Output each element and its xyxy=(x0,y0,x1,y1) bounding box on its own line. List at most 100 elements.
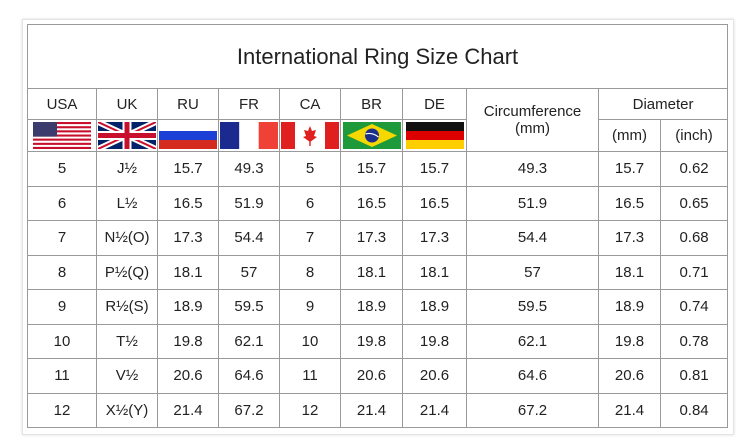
table-row: 5 J½ 15.7 49.3 5 15.7 15.7 49.3 15.7 0.62 xyxy=(27,151,729,187)
brazil-flag-icon xyxy=(342,122,401,149)
cell-br: 19.8 xyxy=(340,323,403,359)
france-flag-cell xyxy=(218,119,280,152)
us-flag-icon xyxy=(33,122,91,149)
cell-diameter-mm: 18.9 xyxy=(598,289,661,325)
cell-ca: 11 xyxy=(279,358,341,394)
table-row: 8 P½(Q) 18.1 57 8 18.1 18.1 57 18.1 0.71 xyxy=(27,254,729,290)
header-diameter: Diameter xyxy=(597,88,729,120)
cell-uk: T½ xyxy=(96,323,158,359)
cell-br: 20.6 xyxy=(340,358,403,394)
cell-usa: 6 xyxy=(27,185,97,221)
cell-ru: 17.3 xyxy=(157,220,219,256)
cell-diameter-inch: 0.74 xyxy=(659,289,729,325)
cell-usa: 10 xyxy=(27,323,97,359)
header-ru: RU xyxy=(157,88,219,120)
cell-uk: R½(S) xyxy=(96,289,158,325)
cell-diameter-mm: 18.1 xyxy=(598,254,661,290)
cell-fr: 62.1 xyxy=(218,323,280,359)
russia-flag-cell xyxy=(157,119,219,152)
header-diameter-mm: (mm) xyxy=(598,119,661,152)
cell-diameter-mm: 19.8 xyxy=(598,323,661,359)
cell-diameter-inch: 0.71 xyxy=(659,254,729,290)
table-row: 7 N½(O) 17.3 54.4 7 17.3 17.3 54.4 17.3 0.68 xyxy=(27,220,729,256)
cell-de: 20.6 xyxy=(402,358,467,394)
cell-fr: 67.2 xyxy=(218,392,280,428)
cell-ru: 20.6 xyxy=(157,358,219,394)
cell-ca: 10 xyxy=(279,323,341,359)
cell-ca: 7 xyxy=(279,220,341,256)
cell-diameter-inch: 0.62 xyxy=(659,151,729,187)
germany-flag-cell xyxy=(402,119,467,152)
table-row: 11 V½ 20.6 64.6 11 20.6 20.6 64.6 20.6 0.81 xyxy=(27,358,729,394)
cell-br: 17.3 xyxy=(340,220,403,256)
table-row: 9 R½(S) 18.9 59.5 9 18.9 18.9 59.5 18.9 0.74 xyxy=(27,289,729,325)
circumference-unit: (mm) xyxy=(515,120,550,137)
cell-ca: 12 xyxy=(279,392,341,428)
cell-uk: X½(Y) xyxy=(96,392,158,428)
chart-title: International Ring Size Chart xyxy=(26,24,729,89)
cell-de: 15.7 xyxy=(402,151,467,187)
cell-fr: 49.3 xyxy=(218,151,280,187)
cell-ru: 16.5 xyxy=(157,185,219,221)
header-usa: USA xyxy=(27,88,97,120)
ring-size-table: International Ring Size Chart USA UK RU … xyxy=(26,24,729,428)
cell-br: 15.7 xyxy=(340,151,403,187)
uk-flag-icon xyxy=(98,122,156,149)
chart-frame xyxy=(22,19,734,435)
cell-diameter-inch: 0.68 xyxy=(659,220,729,256)
germany-flag-icon xyxy=(405,122,464,149)
cell-de: 19.8 xyxy=(402,323,467,359)
header-fr: FR xyxy=(218,88,280,120)
cell-de: 18.1 xyxy=(402,254,467,290)
cell-circumference-mm: 57 xyxy=(466,254,599,290)
cell-de: 16.5 xyxy=(402,185,467,221)
cell-ru: 21.4 xyxy=(157,392,219,428)
cell-ru: 15.7 xyxy=(157,151,219,187)
cell-br: 16.5 xyxy=(340,185,403,221)
circumference-label: Circumference xyxy=(483,103,582,120)
table-row: 10 T½ 19.8 62.1 10 19.8 19.8 62.1 19.8 0.78 xyxy=(27,323,729,359)
cell-usa: 8 xyxy=(27,254,97,290)
cell-br: 18.9 xyxy=(340,289,403,325)
cell-diameter-mm: 15.7 xyxy=(598,151,661,187)
cell-diameter-inch: 0.78 xyxy=(659,323,729,359)
header-diameter-inch: (inch) xyxy=(659,119,729,152)
cell-fr: 57 xyxy=(218,254,280,290)
canada-flag-icon xyxy=(281,122,339,149)
header-br: BR xyxy=(340,88,403,120)
cell-uk: V½ xyxy=(96,358,158,394)
cell-circumference-mm: 54.4 xyxy=(466,220,599,256)
header-ca: CA xyxy=(279,88,341,120)
cell-usa: 9 xyxy=(27,289,97,325)
cell-uk: P½(Q) xyxy=(96,254,158,290)
cell-br: 21.4 xyxy=(340,392,403,428)
cell-usa: 11 xyxy=(27,358,97,394)
cell-circumference-mm: 59.5 xyxy=(466,289,599,325)
cell-circumference-mm: 67.2 xyxy=(466,392,599,428)
cell-uk: N½(O) xyxy=(96,220,158,256)
uk-flag-cell xyxy=(96,119,158,152)
cell-diameter-mm: 17.3 xyxy=(598,220,661,256)
cell-ru: 19.8 xyxy=(157,323,219,359)
cell-usa: 12 xyxy=(27,392,97,428)
brazil-flag-cell xyxy=(340,119,403,152)
us-flag-cell xyxy=(27,119,97,152)
cell-circumference-mm: 49.3 xyxy=(466,151,599,187)
cell-fr: 51.9 xyxy=(218,185,280,221)
cell-br: 18.1 xyxy=(340,254,403,290)
table-row: 6 L½ 16.5 51.9 6 16.5 16.5 51.9 16.5 0.65 xyxy=(27,185,729,221)
cell-ca: 6 xyxy=(279,185,341,221)
cell-diameter-inch: 0.84 xyxy=(659,392,729,428)
russia-flag-icon xyxy=(159,122,217,149)
cell-de: 21.4 xyxy=(402,392,467,428)
cell-de: 18.9 xyxy=(402,289,467,325)
header-circumference: Circumference (mm) xyxy=(466,88,599,152)
cell-usa: 5 xyxy=(27,151,97,187)
cell-circumference-mm: 64.6 xyxy=(466,358,599,394)
cell-diameter-mm: 20.6 xyxy=(598,358,661,394)
header-uk: UK xyxy=(96,88,158,120)
cell-ca: 8 xyxy=(279,254,341,290)
cell-diameter-mm: 16.5 xyxy=(598,185,661,221)
cell-uk: J½ xyxy=(96,151,158,187)
cell-ru: 18.9 xyxy=(157,289,219,325)
